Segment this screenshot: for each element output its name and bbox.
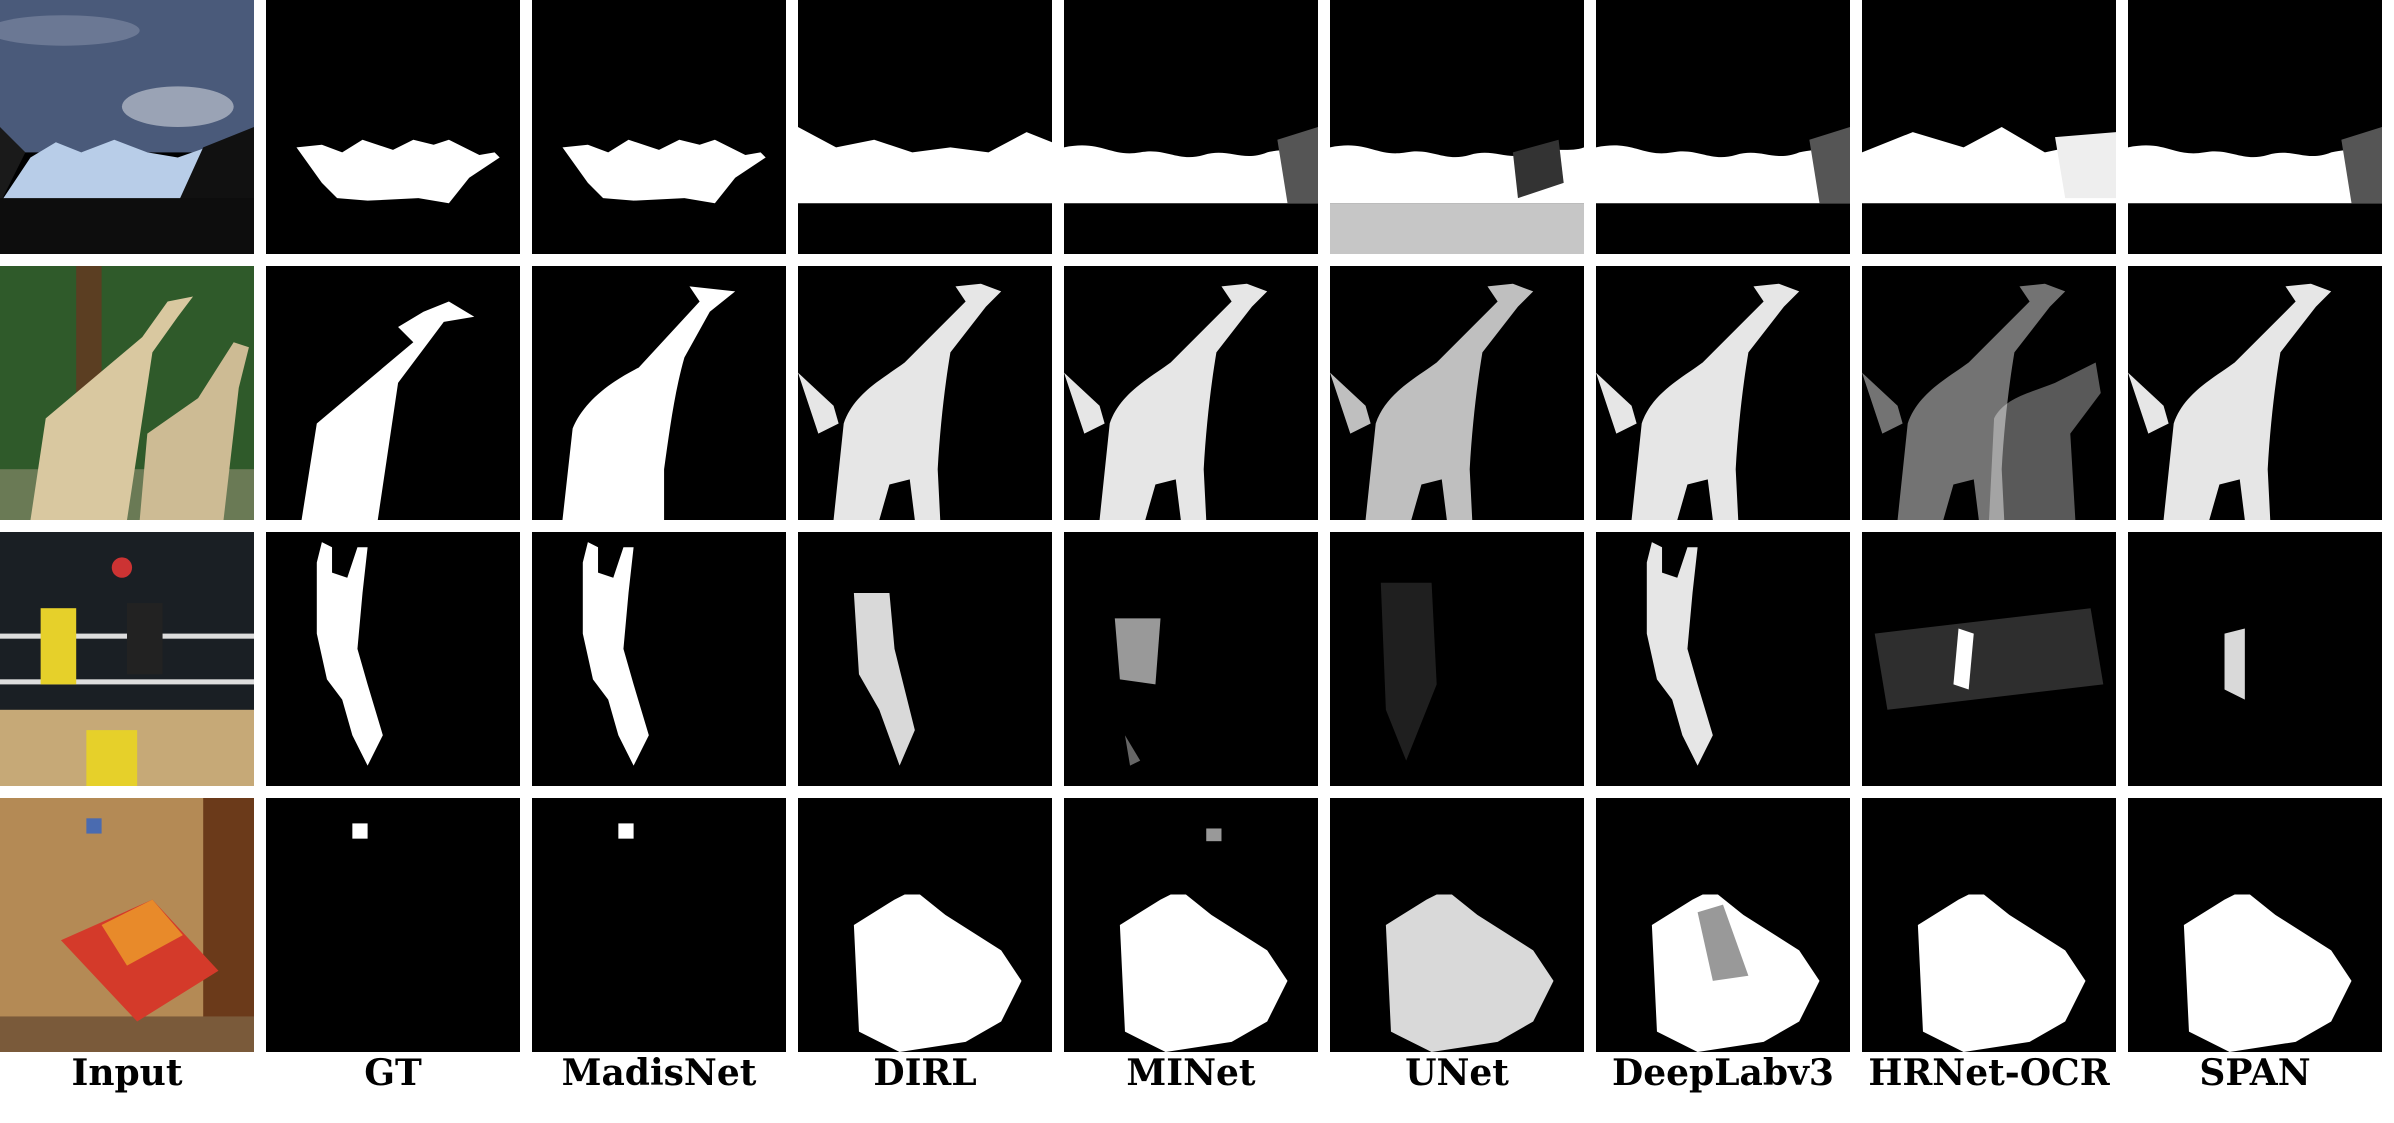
mask-image-mountain-landscape-deeplabv3 [1596,0,1850,254]
column-label-dirl: DIRL [873,1052,977,1094]
mask-image-bedroom-deeplabv3 [1596,798,1850,1052]
mask-image-giraffes-gt [266,266,520,520]
input-image-volleyball-players-input [0,532,254,786]
mask-image-bedroom-hrnet-ocr [1862,798,2116,1052]
mask-image-volleyball-players-deeplabv3 [1596,532,1850,786]
column-label-deeplabv3: DeepLabv3 [1612,1052,1834,1094]
mask-image-bedroom-span [2128,798,2382,1052]
mask-image-volleyball-players-madisnet [532,532,786,786]
column-label-input: Input [71,1052,183,1094]
mask-image-giraffes-dirl [798,266,1052,520]
mask-image-volleyball-players-dirl [798,532,1052,786]
mask-image-giraffes-hrnet-ocr [1862,266,2116,520]
input-image-mountain-landscape-input [0,0,254,254]
column-label-span: SPAN [2199,1052,2311,1094]
column-label-minet: MINet [1126,1052,1256,1094]
mask-image-mountain-landscape-hrnet-ocr [1862,0,2116,254]
mask-image-volleyball-players-unet [1330,532,1584,786]
mask-image-bedroom-unet [1330,798,1584,1052]
column-label-madisnet: MadisNet [561,1052,757,1094]
mask-image-giraffes-span [2128,266,2382,520]
mask-image-mountain-landscape-unet [1330,0,1584,254]
mask-image-mountain-landscape-gt [266,0,520,254]
mask-image-mountain-landscape-minet [1064,0,1318,254]
column-label-unet: UNet [1405,1052,1509,1094]
mask-image-bedroom-madisnet [532,798,786,1052]
mask-image-mountain-landscape-dirl [798,0,1052,254]
mask-image-volleyball-players-gt [266,532,520,786]
column-label-gt: GT [364,1052,422,1094]
input-image-giraffes-input [0,266,254,520]
mask-image-bedroom-gt [266,798,520,1052]
mask-image-mountain-landscape-madisnet [532,0,786,254]
column-label-hrnet-ocr: HRNet-OCR [1868,1052,2110,1094]
input-image-bedroom-input [0,798,254,1052]
mask-image-volleyball-players-minet [1064,532,1318,786]
mask-image-volleyball-players-hrnet-ocr [1862,532,2116,786]
mask-image-mountain-landscape-span [2128,0,2382,254]
mask-image-bedroom-dirl [798,798,1052,1052]
mask-image-giraffes-deeplabv3 [1596,266,1850,520]
mask-image-giraffes-unet [1330,266,1584,520]
mask-image-bedroom-minet [1064,798,1318,1052]
mask-image-giraffes-minet [1064,266,1318,520]
mask-image-volleyball-players-span [2128,532,2382,786]
mask-image-giraffes-madisnet [532,266,786,520]
